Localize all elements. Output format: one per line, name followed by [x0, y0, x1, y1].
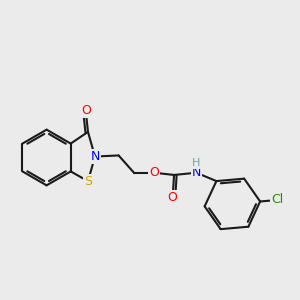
- Text: N: N: [192, 166, 201, 179]
- Text: O: O: [149, 166, 159, 179]
- Text: O: O: [168, 191, 178, 204]
- Text: N: N: [90, 150, 100, 163]
- Text: H: H: [192, 158, 200, 168]
- Text: S: S: [84, 175, 92, 188]
- Text: O: O: [81, 104, 91, 118]
- Text: Cl: Cl: [271, 194, 283, 206]
